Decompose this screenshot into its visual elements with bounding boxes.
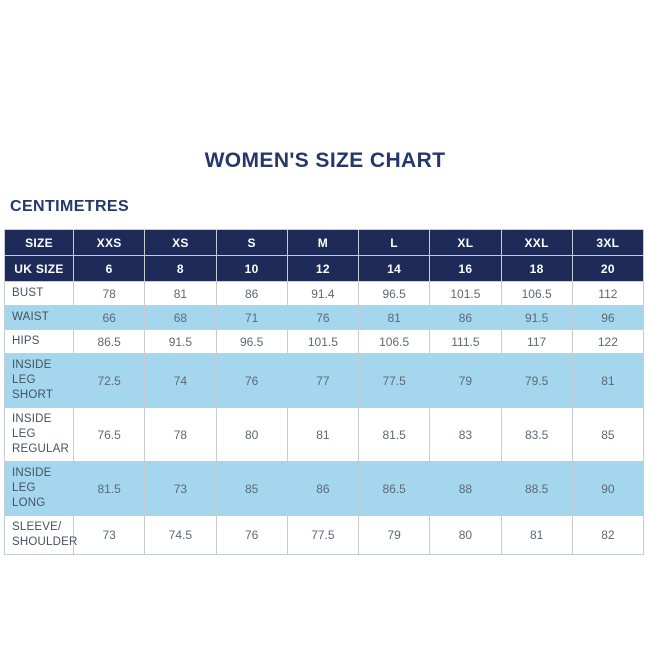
measurement-value: 111.5 xyxy=(429,329,502,354)
measurement-value: 86 xyxy=(286,461,360,516)
size-header-row-cell: M xyxy=(286,229,360,256)
page-title: WOMEN'S SIZE CHART xyxy=(204,149,446,172)
measurement-value: 78 xyxy=(144,407,217,462)
measurement-value: 86 xyxy=(215,281,288,306)
size-header-row-cell: 3XL xyxy=(571,229,645,256)
uk-size-row: UK SIZE 6 8 10 12 14 16 18 20 xyxy=(4,255,645,282)
size-header-row-cell: S xyxy=(215,229,288,256)
measurement-value: 83.5 xyxy=(500,407,573,462)
measurement-value: 106.5 xyxy=(357,329,431,354)
measurement-row: INSIDE LEG REGULAR 76.5 78 80 81 81.5 83 83.5 85 xyxy=(4,407,645,462)
measurement-row: HIPS 86.5 91.5 96.5 101.5 106.5 111.5 117 122 xyxy=(4,329,645,354)
measurement-value: 96.5 xyxy=(215,329,288,354)
measurement-value: 72.5 xyxy=(72,353,146,408)
measurement-value: 101.5 xyxy=(429,281,502,306)
measurement-label: INSIDE LEG SHORT xyxy=(4,353,74,408)
size-header-row: SIZE XXS XS S M L XL XXL 3XL xyxy=(4,229,645,256)
measurement-value: 96 xyxy=(571,305,645,330)
measurement-value: 91.5 xyxy=(144,329,217,354)
size-header-row-cell: XXS xyxy=(72,229,146,256)
measurement-value: 86.5 xyxy=(72,329,146,354)
measurement-value: 77 xyxy=(286,353,360,408)
measurement-value: 76 xyxy=(215,515,288,555)
size-header-row-label: SIZE xyxy=(4,229,74,256)
size-chart-page: WOMEN'S SIZE CHART CENTIMETRES SIZE XXS XS… xyxy=(4,149,645,555)
measurement-value: 91.5 xyxy=(500,305,573,330)
units-heading: CENTIMETRES xyxy=(10,198,130,215)
uk-size-row-cell: 18 xyxy=(500,255,573,282)
size-chart-header: SIZE XXS XS S M L XL XXL 3XL UK SIZE 6 8 10 12 14 16 18 2… xyxy=(4,229,645,282)
measurement-value: 85 xyxy=(215,461,288,516)
uk-size-row-cell: 12 xyxy=(286,255,360,282)
measurement-value: 86 xyxy=(429,305,502,330)
measurement-value: 81 xyxy=(500,515,573,555)
measurement-value: 101.5 xyxy=(286,329,360,354)
measurement-value: 73 xyxy=(72,515,146,555)
uk-size-row-cell: 14 xyxy=(357,255,431,282)
measurement-value: 88.5 xyxy=(500,461,573,516)
uk-size-row-label: UK SIZE xyxy=(4,255,74,282)
measurement-value: 122 xyxy=(571,329,645,354)
uk-size-row-cell: 10 xyxy=(215,255,288,282)
measurement-value: 78 xyxy=(72,281,146,306)
size-header-row-cell: XL xyxy=(429,229,502,256)
measurement-label: INSIDE LEG REGULAR xyxy=(4,407,74,462)
measurement-value: 96.5 xyxy=(357,281,431,306)
measurement-value: 74.5 xyxy=(144,515,217,555)
measurement-row: INSIDE LEG LONG 81.5 73 85 86 86.5 88 88.5 90 xyxy=(4,461,645,516)
measurement-value: 88 xyxy=(429,461,502,516)
measurement-row: INSIDE LEG SHORT 72.5 74 76 77 77.5 79 79.5 81 xyxy=(4,353,645,408)
size-header-row-cell: XXL xyxy=(500,229,573,256)
measurement-label: BUST xyxy=(4,281,74,306)
measurement-value: 76 xyxy=(286,305,360,330)
measurement-value: 81 xyxy=(571,353,645,408)
measurement-value: 80 xyxy=(215,407,288,462)
uk-size-row-cell: 6 xyxy=(72,255,146,282)
measurement-row: WAIST 66 68 71 76 81 86 91.5 96 xyxy=(4,305,645,330)
measurement-value: 76.5 xyxy=(72,407,146,462)
measurement-value: 117 xyxy=(500,329,573,354)
measurement-value: 106.5 xyxy=(500,281,573,306)
measurement-value: 83 xyxy=(429,407,502,462)
measurement-row: SLEEVE/ SHOULDER 73 74.5 76 77.5 79 80 81 82 xyxy=(4,515,645,555)
measurement-value: 81.5 xyxy=(72,461,146,516)
measurement-label: HIPS xyxy=(4,329,74,354)
measurement-value: 82 xyxy=(571,515,645,555)
size-chart-table: SIZE XXS XS S M L XL XXL 3XL UK SIZE 6 8 10 12 14 16 18 2… xyxy=(4,229,645,555)
size-header-row-cell: L xyxy=(357,229,431,256)
measurement-value: 85 xyxy=(571,407,645,462)
measurement-value: 86.5 xyxy=(357,461,431,516)
size-chart-body: BUST 78 81 86 91.4 96.5 101.5 106.5 112 WAIST 66 68… xyxy=(4,281,645,555)
measurement-value: 74 xyxy=(144,353,217,408)
measurement-value: 76 xyxy=(215,353,288,408)
measurement-value: 66 xyxy=(72,305,146,330)
measurement-label: INSIDE LEG LONG xyxy=(4,461,74,516)
measurement-value: 81.5 xyxy=(357,407,431,462)
measurement-row: BUST 78 81 86 91.4 96.5 101.5 106.5 112 xyxy=(4,281,645,306)
size-header-row-cell: XS xyxy=(144,229,217,256)
measurement-label: SLEEVE/ SHOULDER xyxy=(4,515,77,555)
measurement-value: 77.5 xyxy=(357,353,431,408)
measurement-value: 79 xyxy=(429,353,502,408)
uk-size-row-cell: 20 xyxy=(571,255,645,282)
measurement-value: 79 xyxy=(357,515,431,555)
measurement-value: 81 xyxy=(357,305,431,330)
measurement-value: 112 xyxy=(571,281,645,306)
measurement-value: 90 xyxy=(571,461,645,516)
measurement-value: 77.5 xyxy=(286,515,360,555)
measurement-value: 73 xyxy=(144,461,217,516)
measurement-value: 71 xyxy=(215,305,288,330)
measurement-value: 91.4 xyxy=(286,281,360,306)
measurement-value: 68 xyxy=(144,305,217,330)
measurement-value: 81 xyxy=(144,281,217,306)
measurement-value: 81 xyxy=(286,407,360,462)
measurement-label: WAIST xyxy=(4,305,74,330)
measurement-value: 80 xyxy=(429,515,502,555)
measurement-value: 79.5 xyxy=(500,353,573,408)
uk-size-row-cell: 16 xyxy=(429,255,502,282)
uk-size-row-cell: 8 xyxy=(144,255,217,282)
